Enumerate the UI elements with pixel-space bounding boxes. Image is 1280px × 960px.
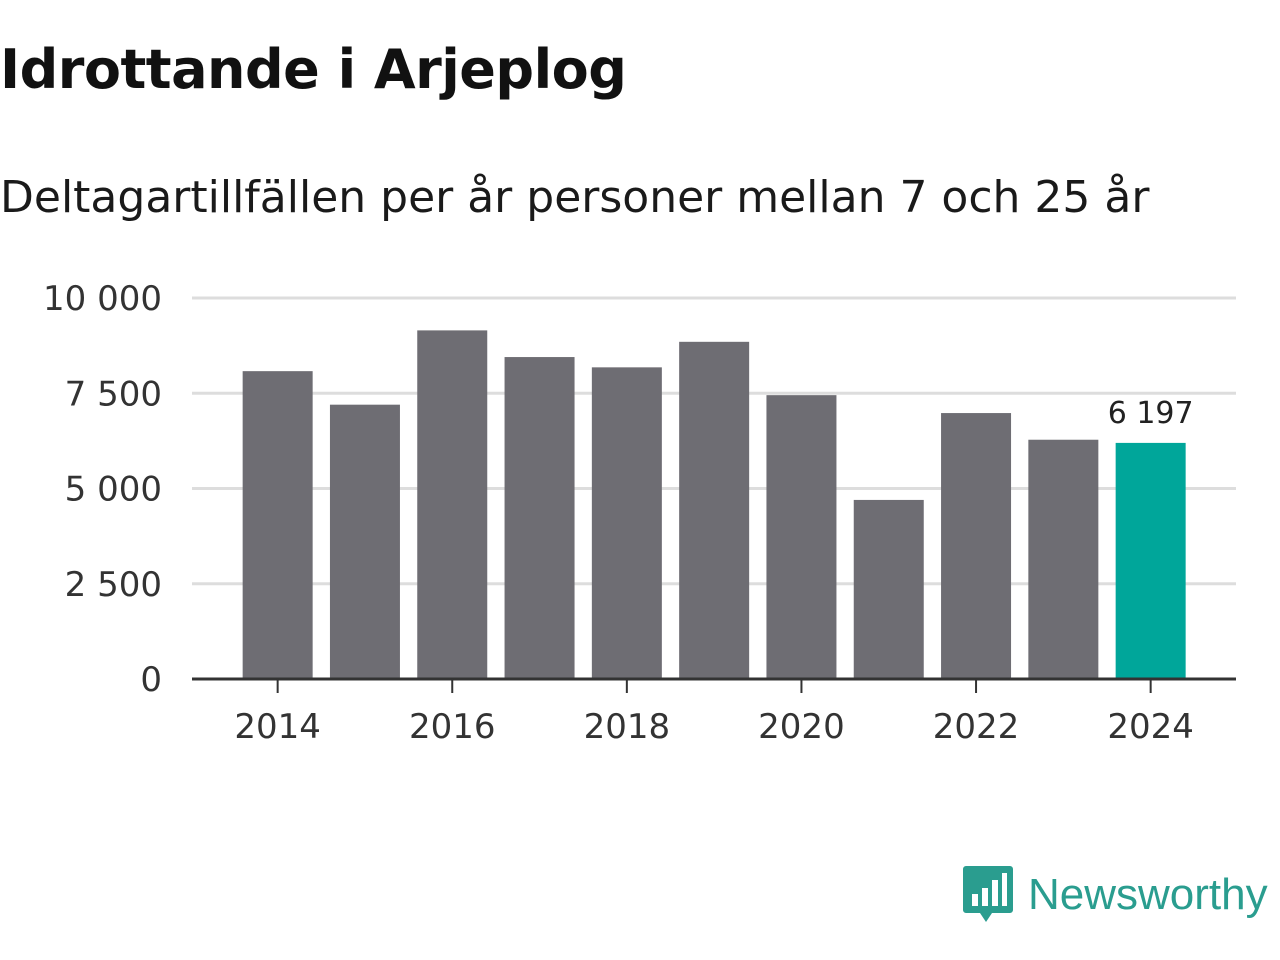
x-tick-label: 2020: [758, 707, 845, 747]
y-tick-label: 7 500: [65, 374, 162, 414]
bars: [242, 330, 1186, 679]
bar: [679, 341, 750, 679]
bar: [329, 404, 400, 679]
bar: [853, 499, 924, 679]
bar: [766, 395, 837, 679]
bar: [417, 330, 488, 679]
bar: [1028, 439, 1099, 679]
bar: [941, 413, 1012, 679]
bar: [242, 371, 313, 679]
chart-subtitle: Deltagartillfällen per år personer mella…: [0, 172, 1150, 223]
x-tick-label: 2024: [1107, 707, 1194, 747]
x-tick-label: 2018: [584, 707, 671, 747]
bar: [591, 367, 662, 679]
brand-name: Newsworthy: [1028, 870, 1268, 919]
y-tick-label: 0: [140, 660, 162, 700]
data-label: 6 197: [1108, 396, 1194, 431]
y-tick-label: 2 500: [65, 565, 162, 605]
data-labels: 6 197: [1108, 396, 1194, 431]
x-tick-label: 2016: [409, 707, 496, 747]
bar: [504, 357, 575, 679]
newsworthy-logo-icon: [963, 866, 1013, 922]
x-axis-ticks: 2014 2016 2018 2020 2022 2024: [234, 679, 1194, 747]
chart-title: Idrottande i Arjeplog: [0, 38, 627, 101]
y-tick-label: 10 000: [43, 279, 162, 319]
x-tick-label: 2022: [933, 707, 1020, 747]
newsworthy-logo: Newsworthy: [962, 862, 1268, 928]
x-tick-label: 2014: [234, 707, 321, 747]
bar-highlight: [1115, 442, 1186, 679]
y-axis-ticks: 0 2 500 5 000 7 500 10 000: [43, 279, 162, 700]
y-tick-label: 5 000: [65, 470, 162, 510]
